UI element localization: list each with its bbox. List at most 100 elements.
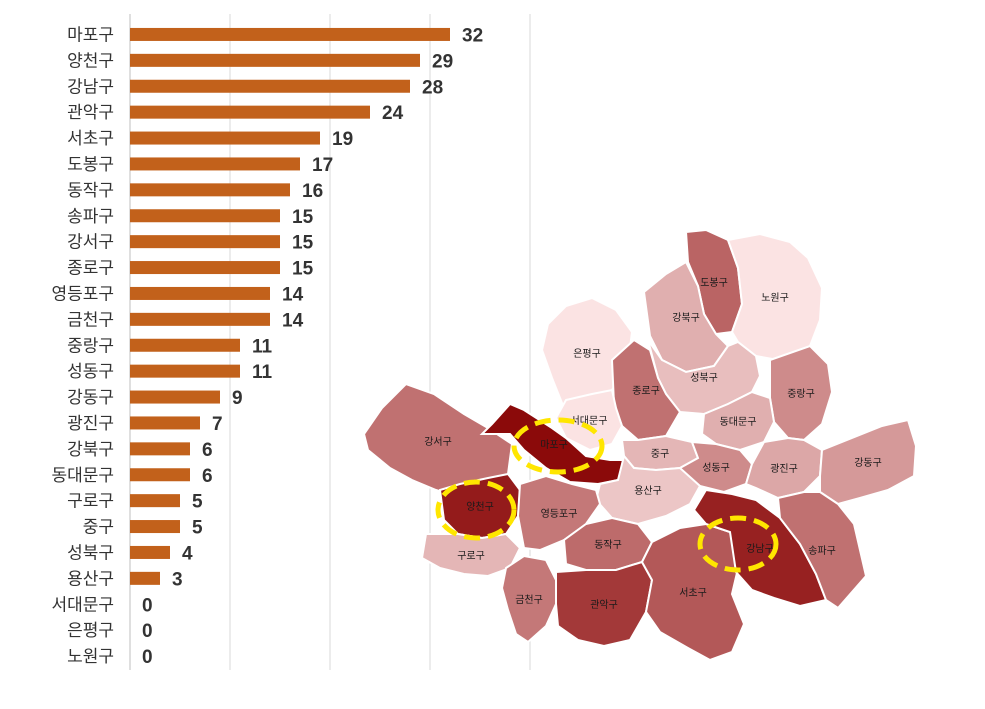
data-label: 15 <box>292 259 314 280</box>
category-label: 양천구 <box>67 51 114 71</box>
district-label: 마포구 <box>540 439 568 451</box>
data-label: 15 <box>292 207 314 228</box>
data-label: 9 <box>232 388 243 409</box>
data-label: 17 <box>312 155 333 176</box>
data-label: 5 <box>192 492 203 513</box>
bar <box>130 364 240 378</box>
bar <box>130 390 220 404</box>
category-label: 도봉구 <box>67 155 114 175</box>
data-label: 29 <box>432 51 453 72</box>
category-label: 성동구 <box>67 362 114 382</box>
category-label: 송파구 <box>67 207 114 227</box>
district-label: 성동구 <box>702 462 730 474</box>
district-label: 금천구 <box>515 594 543 606</box>
category-label: 금천구 <box>67 310 114 330</box>
category-label: 노원구 <box>67 647 114 667</box>
district-label: 강동구 <box>854 457 882 469</box>
data-label: 19 <box>332 129 353 150</box>
data-label: 14 <box>282 284 304 305</box>
category-label: 관악구 <box>67 103 114 123</box>
data-label: 4 <box>182 543 193 564</box>
bar <box>130 131 320 145</box>
district-gwanak <box>555 560 654 648</box>
category-label: 동작구 <box>67 181 114 201</box>
bar <box>130 79 410 93</box>
district-label: 도봉구 <box>700 277 728 289</box>
category-label: 중랑구 <box>67 336 114 356</box>
category-label: 용산구 <box>67 569 114 589</box>
district-label: 관악구 <box>590 599 618 611</box>
district-label: 중구 <box>651 448 669 460</box>
data-label: 7 <box>212 414 223 435</box>
district-label: 구로구 <box>457 551 485 562</box>
category-label: 서대문구 <box>51 595 114 615</box>
category-label: 중구 <box>83 518 114 538</box>
bar <box>130 442 190 456</box>
highlight-gangnam <box>697 515 779 573</box>
district-yongsan <box>594 453 702 526</box>
district-label: 성북구 <box>690 372 718 384</box>
bar <box>130 209 280 223</box>
data-label: 28 <box>422 77 443 98</box>
bar <box>130 53 420 67</box>
category-labels: 마포구양천구강남구관악구서초구도봉구동작구송파구강서구종로구영등포구금천구중랑구… <box>51 25 114 667</box>
highlight-yangcheon <box>435 479 517 541</box>
data-label: 0 <box>142 647 153 668</box>
district-gangdong <box>819 418 918 506</box>
district-label: 강남구 <box>746 543 774 555</box>
data-label: 11 <box>252 362 273 383</box>
category-label: 마포구 <box>67 25 114 45</box>
category-label: 광진구 <box>67 414 114 434</box>
bar <box>130 520 180 534</box>
bar <box>130 571 160 585</box>
district-label: 은평구 <box>573 348 601 360</box>
district-label: 송파구 <box>808 545 836 557</box>
category-label: 동대문구 <box>51 466 114 486</box>
category-label: 강남구 <box>67 77 114 97</box>
district-seodaemun <box>554 388 624 452</box>
category-label: 서초구 <box>67 129 114 149</box>
data-label: 0 <box>142 595 153 616</box>
bar <box>130 235 280 249</box>
district-label: 동대문구 <box>720 416 757 428</box>
data-label: 6 <box>202 466 213 487</box>
bar <box>130 157 300 171</box>
district-songpa <box>776 491 868 610</box>
bar <box>130 312 270 326</box>
district-label: 영등포구 <box>541 508 578 520</box>
bar <box>130 494 180 508</box>
category-label: 구로구 <box>67 492 114 512</box>
bar <box>130 468 190 482</box>
data-label: 3 <box>172 569 183 590</box>
district-label: 강서구 <box>424 436 452 448</box>
category-label: 강서구 <box>67 233 114 253</box>
bar <box>130 338 240 352</box>
bar <box>130 545 170 559</box>
data-label: 6 <box>202 440 213 461</box>
bar <box>130 183 290 197</box>
district-label: 서대문구 <box>571 415 608 427</box>
bar <box>130 261 280 275</box>
category-label: 성북구 <box>67 543 114 563</box>
category-label: 강동구 <box>67 388 114 408</box>
bar-chart: 마포구양천구강남구관악구서초구도봉구동작구송파구강서구종로구영등포구금천구중랑구… <box>51 14 531 670</box>
district-label: 노원구 <box>761 292 789 304</box>
category-label: 은평구 <box>67 621 114 641</box>
data-label: 15 <box>292 233 314 254</box>
data-label: 14 <box>282 310 304 331</box>
district-label: 용산구 <box>634 485 662 497</box>
district-shapes <box>362 228 918 662</box>
data-label: 0 <box>142 621 153 642</box>
data-label: 5 <box>192 518 203 539</box>
bar <box>130 416 200 430</box>
bar <box>130 105 370 119</box>
data-label: 24 <box>382 103 404 124</box>
district-label: 동작구 <box>594 539 622 551</box>
category-label: 영등포구 <box>51 284 114 304</box>
data-label: 11 <box>252 336 273 357</box>
data-label: 16 <box>302 181 323 202</box>
bar <box>130 286 270 300</box>
